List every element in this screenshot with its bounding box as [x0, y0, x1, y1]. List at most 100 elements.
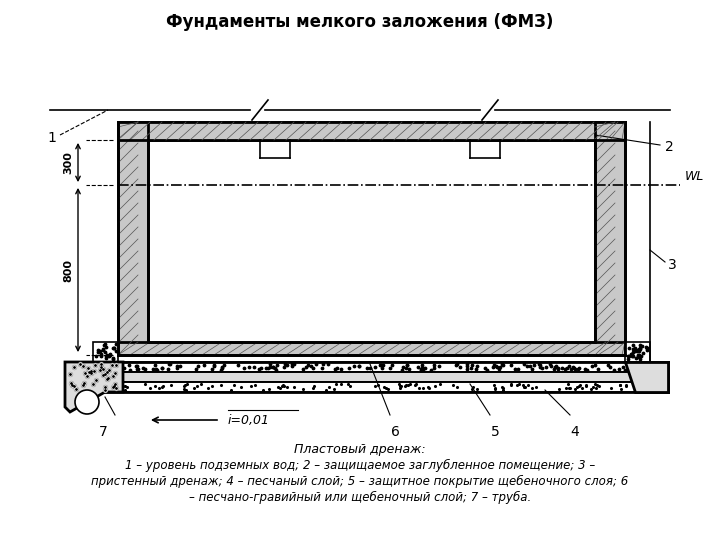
Bar: [93, 342, 118, 362]
Point: [109, 369, 121, 377]
Point: [95, 352, 107, 360]
Point: [246, 382, 257, 390]
Point: [593, 382, 605, 390]
Point: [264, 360, 276, 368]
Point: [68, 361, 79, 370]
Point: [454, 363, 466, 372]
Text: 2: 2: [665, 140, 674, 154]
Point: [235, 383, 247, 391]
Point: [604, 363, 616, 372]
Point: [253, 364, 264, 373]
Point: [451, 383, 463, 391]
Point: [632, 351, 644, 360]
Point: [634, 340, 646, 349]
Point: [96, 362, 107, 371]
Point: [631, 345, 642, 354]
Point: [622, 355, 634, 364]
Point: [568, 364, 580, 373]
Point: [88, 380, 99, 388]
Point: [297, 364, 309, 373]
Point: [104, 366, 115, 374]
Point: [179, 384, 190, 393]
Point: [110, 361, 122, 370]
Point: [207, 364, 218, 373]
Text: 1: 1: [48, 131, 56, 145]
Point: [99, 348, 110, 356]
Point: [633, 364, 644, 373]
Point: [633, 345, 644, 353]
Point: [415, 364, 427, 373]
Point: [281, 382, 292, 391]
Point: [288, 360, 300, 369]
Point: [199, 361, 210, 369]
Point: [654, 362, 665, 370]
Point: [395, 382, 407, 390]
Point: [82, 364, 94, 373]
Point: [364, 364, 376, 373]
Point: [641, 346, 652, 354]
Point: [131, 364, 143, 373]
Point: [632, 346, 644, 354]
Point: [132, 364, 143, 373]
Point: [450, 361, 462, 369]
Point: [120, 381, 131, 390]
Point: [497, 361, 508, 370]
Point: [260, 363, 271, 372]
Point: [517, 380, 528, 389]
Point: [394, 380, 405, 389]
Point: [608, 366, 620, 374]
Point: [103, 374, 114, 382]
Text: 5: 5: [490, 425, 500, 439]
Point: [378, 383, 390, 391]
Text: 7: 7: [99, 425, 107, 439]
Point: [102, 368, 113, 376]
Point: [89, 360, 101, 369]
Point: [153, 383, 164, 392]
Point: [98, 341, 109, 349]
Bar: [625, 342, 650, 362]
Point: [99, 370, 111, 379]
Point: [65, 370, 76, 379]
Point: [369, 381, 381, 390]
Point: [98, 362, 109, 370]
Point: [569, 384, 580, 393]
Point: [636, 341, 647, 350]
Point: [157, 383, 168, 391]
Point: [99, 370, 111, 379]
Point: [109, 340, 121, 348]
Point: [89, 360, 101, 369]
Bar: [118, 342, 625, 355]
Point: [108, 381, 120, 390]
Point: [415, 365, 426, 374]
Point: [417, 364, 428, 373]
Point: [402, 381, 413, 389]
Point: [462, 362, 473, 370]
Point: [465, 364, 477, 373]
Point: [90, 351, 102, 360]
Point: [620, 381, 631, 390]
Point: [156, 364, 168, 373]
Point: [209, 361, 220, 370]
Point: [65, 370, 76, 379]
Point: [66, 378, 77, 387]
Point: [480, 364, 491, 373]
Point: [627, 352, 639, 361]
Point: [496, 360, 508, 368]
Point: [86, 369, 97, 377]
Point: [634, 343, 646, 352]
Point: [273, 383, 284, 391]
Point: [75, 384, 86, 393]
Point: [97, 364, 109, 373]
Point: [151, 366, 163, 374]
Point: [71, 362, 83, 371]
Point: [550, 362, 562, 370]
Point: [107, 361, 118, 370]
Point: [79, 369, 91, 377]
Point: [178, 381, 189, 390]
Point: [623, 352, 634, 360]
Point: [109, 344, 120, 353]
Point: [94, 366, 105, 375]
Point: [130, 362, 142, 370]
Point: [429, 382, 441, 391]
Point: [433, 361, 444, 370]
